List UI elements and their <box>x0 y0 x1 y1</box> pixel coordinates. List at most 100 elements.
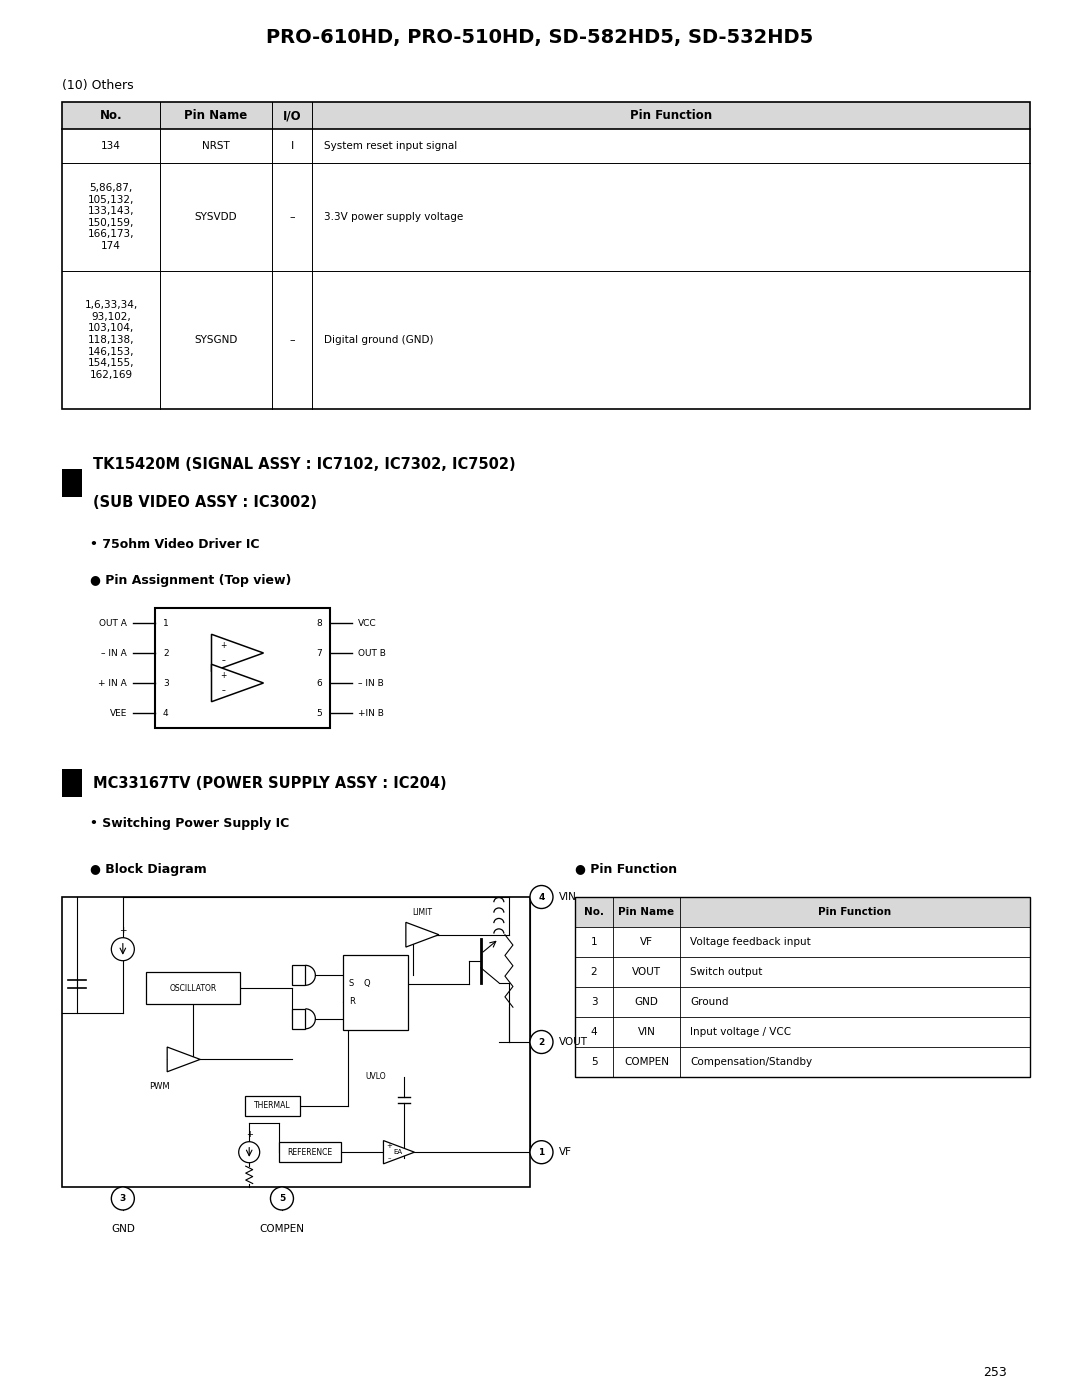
Text: 3: 3 <box>120 1194 126 1203</box>
Text: PWM: PWM <box>149 1081 170 1091</box>
Bar <box>62 102 1030 409</box>
Circle shape <box>530 886 553 908</box>
Text: VCC: VCC <box>357 619 377 627</box>
Text: System reset input signal: System reset input signal <box>324 141 457 151</box>
Text: Pin Function: Pin Function <box>630 109 712 122</box>
Text: +: + <box>220 641 227 650</box>
Text: +: + <box>119 926 126 935</box>
Text: GND: GND <box>111 1224 135 1234</box>
Text: Q: Q <box>364 979 370 988</box>
Text: NRST: NRST <box>202 141 230 151</box>
Text: 3.3V power supply voltage: 3.3V power supply voltage <box>324 212 463 222</box>
Text: 7: 7 <box>316 648 322 658</box>
Text: +: + <box>246 1130 253 1139</box>
Text: I/O: I/O <box>283 109 301 122</box>
Text: THERMAL: THERMAL <box>254 1101 291 1111</box>
Bar <box>62 897 530 1187</box>
Text: • Switching Power Supply IC: • Switching Power Supply IC <box>90 816 289 830</box>
Text: • 75ohm Video Driver IC: • 75ohm Video Driver IC <box>90 538 259 550</box>
Text: No.: No. <box>99 109 122 122</box>
Text: VEE: VEE <box>110 708 127 718</box>
Text: VOUT: VOUT <box>632 967 661 977</box>
Text: 5: 5 <box>591 1058 597 1067</box>
Text: Pin Function: Pin Function <box>819 907 892 916</box>
Text: COMPEN: COMPEN <box>259 1224 305 1234</box>
Text: 2: 2 <box>538 1038 544 1046</box>
Text: 4: 4 <box>591 1027 597 1037</box>
Text: ● Pin Assignment (Top view): ● Pin Assignment (Top view) <box>90 574 292 587</box>
Bar <box>62 469 82 497</box>
Text: 2: 2 <box>163 648 168 658</box>
Text: GND: GND <box>635 997 659 1007</box>
Bar <box>146 972 240 1004</box>
Bar <box>279 1143 341 1162</box>
Circle shape <box>111 1187 134 1210</box>
Text: – IN B: – IN B <box>357 679 383 687</box>
Circle shape <box>111 937 134 961</box>
Text: OUT A: OUT A <box>99 619 127 627</box>
Text: VF: VF <box>558 1147 571 1157</box>
Text: –: – <box>221 686 225 694</box>
Text: SYSVDD: SYSVDD <box>194 212 238 222</box>
Polygon shape <box>406 922 438 947</box>
Text: 253: 253 <box>983 1365 1007 1379</box>
Text: 2: 2 <box>591 967 597 977</box>
Text: +: + <box>220 671 227 680</box>
Text: MC33167TV (POWER SUPPLY ASSY : IC204): MC33167TV (POWER SUPPLY ASSY : IC204) <box>93 775 447 791</box>
Text: I: I <box>291 141 294 151</box>
Text: S: S <box>349 979 354 988</box>
Bar <box>62 102 1030 129</box>
Text: Digital ground (GND): Digital ground (GND) <box>324 335 433 345</box>
Circle shape <box>530 1031 553 1053</box>
Text: SYSGND: SYSGND <box>194 335 238 345</box>
Text: 5: 5 <box>279 1194 285 1203</box>
Text: REFERENCE: REFERENCE <box>287 1148 333 1157</box>
Text: Compensation/Standby: Compensation/Standby <box>690 1058 812 1067</box>
Circle shape <box>270 1187 294 1210</box>
Text: PRO-610HD, PRO-510HD, SD-582HD5, SD-532HD5: PRO-610HD, PRO-510HD, SD-582HD5, SD-532H… <box>267 28 813 46</box>
Text: Pin Name: Pin Name <box>185 109 247 122</box>
Text: 1: 1 <box>538 1148 544 1157</box>
Text: 6: 6 <box>316 679 322 687</box>
Text: –: – <box>289 335 295 345</box>
Text: 3: 3 <box>163 679 168 687</box>
Bar <box>575 897 1030 928</box>
Text: + IN A: + IN A <box>98 679 127 687</box>
Text: COMPEN: COMPEN <box>624 1058 669 1067</box>
Bar <box>62 768 82 798</box>
Text: 3: 3 <box>591 997 597 1007</box>
Circle shape <box>530 1141 553 1164</box>
Text: No.: No. <box>584 907 604 916</box>
Text: +IN B: +IN B <box>357 708 383 718</box>
Text: 1: 1 <box>591 937 597 947</box>
Text: OSCILLATOR: OSCILLATOR <box>170 983 217 993</box>
Text: VOUT: VOUT <box>558 1037 588 1046</box>
Text: – IN A: – IN A <box>102 648 127 658</box>
Text: VF: VF <box>640 937 653 947</box>
Bar <box>293 1009 306 1028</box>
Text: Pin Name: Pin Name <box>619 907 675 916</box>
Text: EA: EA <box>393 1150 403 1155</box>
Text: 134: 134 <box>102 141 121 151</box>
Text: R: R <box>349 997 354 1006</box>
Bar <box>293 965 306 985</box>
Bar <box>245 1095 300 1116</box>
Text: 1: 1 <box>163 619 168 627</box>
Bar <box>156 608 330 728</box>
Text: ● Block Diagram: ● Block Diagram <box>90 862 206 876</box>
Circle shape <box>239 1141 259 1162</box>
Text: –: – <box>221 655 225 665</box>
Text: VIN: VIN <box>558 893 577 902</box>
Text: 4: 4 <box>538 893 544 901</box>
Text: VIN: VIN <box>637 1027 656 1037</box>
Text: 5,86,87,
105,132,
133,143,
150,159,
166,173,
174: 5,86,87, 105,132, 133,143, 150,159, 166,… <box>87 183 134 251</box>
Text: –: – <box>289 212 295 222</box>
Text: Input voltage / VCC: Input voltage / VCC <box>690 1027 792 1037</box>
Text: 1,6,33,34,
93,102,
103,104,
118,138,
146,153,
154,155,
162,169: 1,6,33,34, 93,102, 103,104, 118,138, 146… <box>84 300 137 380</box>
Text: TK15420M (SIGNAL ASSY : IC7102, IC7302, IC7502): TK15420M (SIGNAL ASSY : IC7102, IC7302, … <box>93 457 515 472</box>
Text: UVLO: UVLO <box>365 1073 386 1081</box>
Text: 5: 5 <box>316 708 322 718</box>
Bar <box>342 956 408 1031</box>
Text: Switch output: Switch output <box>690 967 762 977</box>
Text: +: + <box>387 1143 392 1150</box>
